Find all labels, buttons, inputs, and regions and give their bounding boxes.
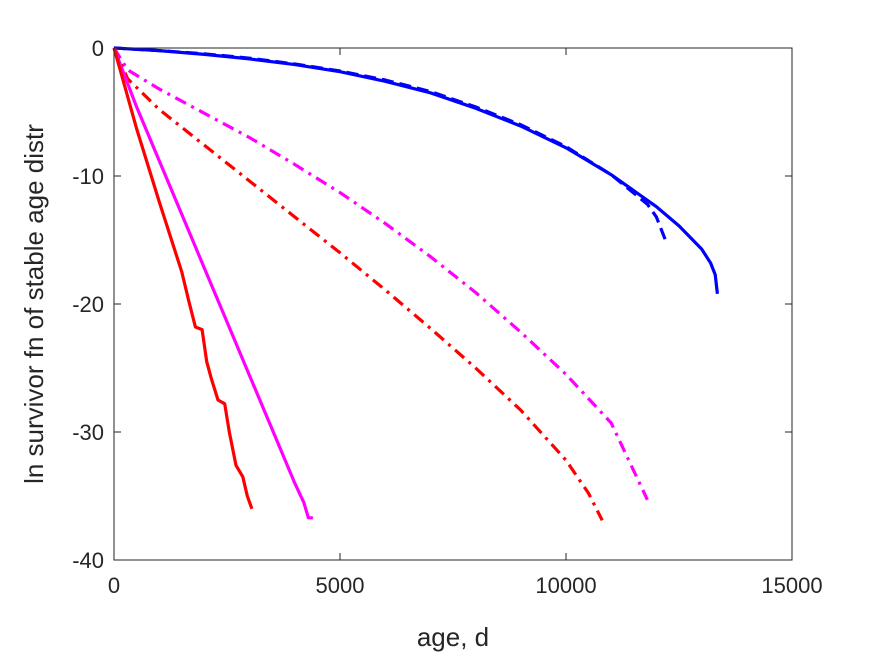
x-tick-label: 10000: [535, 573, 596, 598]
plot-area: [114, 48, 792, 560]
series-line-1: [113, 46, 667, 241]
x-tick-label: 15000: [761, 573, 822, 598]
series-line-3: [112, 47, 604, 522]
series-line-4: [112, 47, 313, 520]
x-tick-label: 5000: [316, 573, 365, 598]
y-tick-label: -40: [72, 548, 104, 573]
y-tick-label: -20: [72, 292, 104, 317]
y-axis-label: ln survivor fn of stable age distr: [19, 124, 49, 484]
y-tick-label: 0: [92, 36, 104, 61]
series-layer: [112, 46, 719, 522]
y-tick-label: -10: [72, 164, 104, 189]
x-tick-label: 0: [108, 573, 120, 598]
series-line-5: [112, 47, 254, 510]
series-line-2: [112, 47, 649, 501]
y-tick-label: -30: [72, 420, 104, 445]
ticks-layer: 0 5000 10000 15000 0 -10 -20 -30 -40: [72, 36, 822, 598]
x-axis-label: age, d: [417, 622, 489, 652]
